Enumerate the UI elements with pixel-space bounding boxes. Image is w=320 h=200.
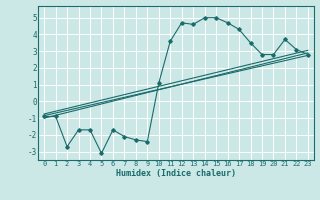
X-axis label: Humidex (Indice chaleur): Humidex (Indice chaleur) bbox=[116, 169, 236, 178]
